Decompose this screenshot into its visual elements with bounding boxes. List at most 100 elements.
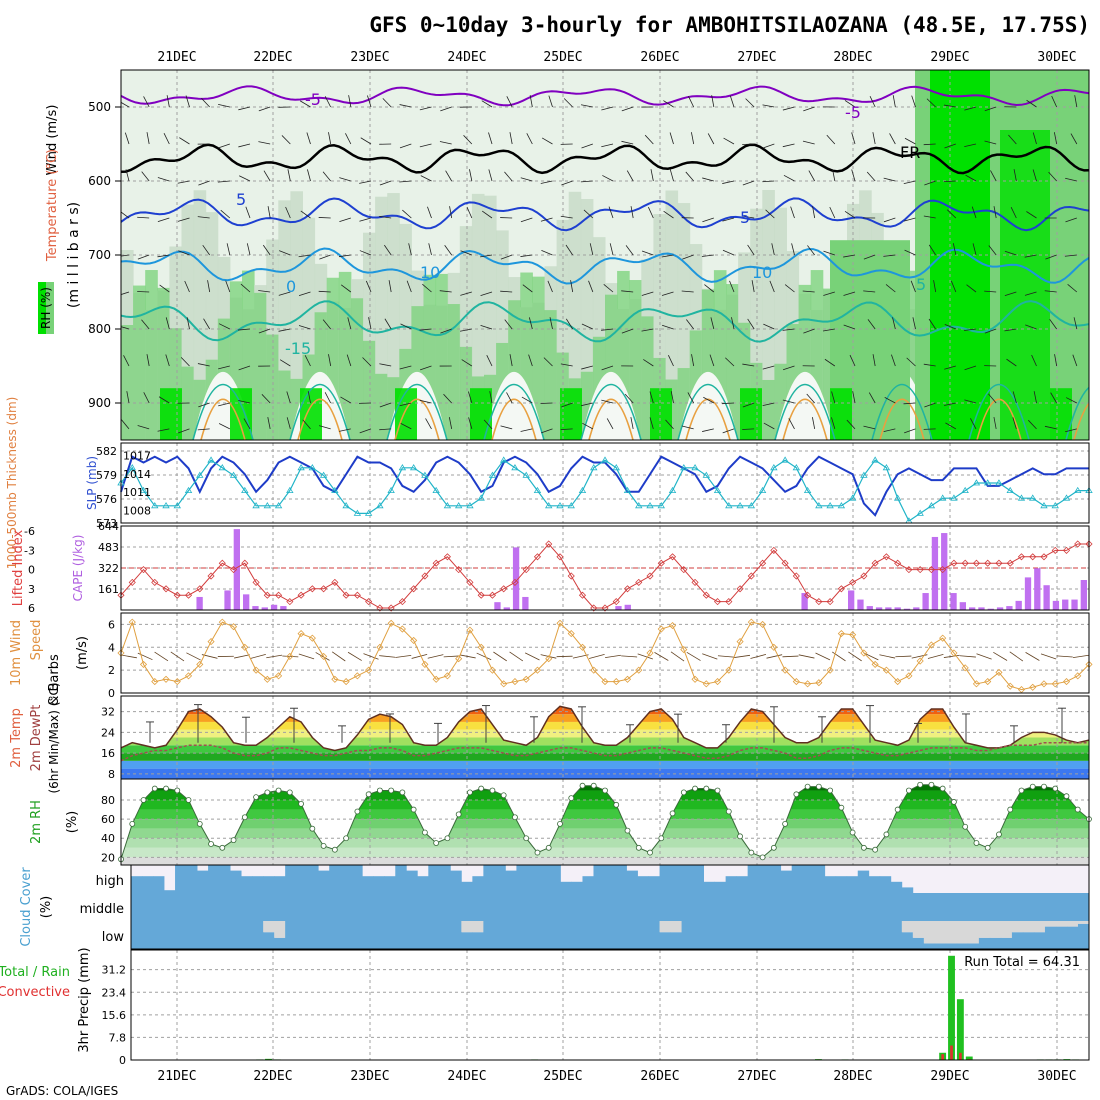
cloud-bar-low bbox=[604, 921, 616, 949]
lifted-index-marker bbox=[612, 598, 620, 606]
upper-wind-barb bbox=[729, 95, 735, 108]
cloud-bar-high bbox=[692, 865, 704, 893]
precip-tick-label: 7.8 bbox=[109, 1031, 127, 1044]
cloud-bar-middle bbox=[846, 893, 859, 921]
upper-wind-barb bbox=[993, 417, 997, 429]
wind-barb bbox=[832, 651, 846, 662]
cloud-bar-middle bbox=[142, 893, 154, 921]
upper-wind-barb bbox=[950, 280, 957, 293]
wind-speed-marker bbox=[612, 678, 620, 686]
cloud-level-label: low bbox=[102, 930, 125, 945]
upper-wind-barb bbox=[928, 244, 937, 256]
cloud-panel-frame bbox=[130, 864, 1090, 950]
wind-tick-label: 0 bbox=[108, 687, 115, 700]
cloud-bar-high bbox=[791, 865, 804, 893]
thickness-marker bbox=[815, 502, 823, 509]
cloud-bar-low bbox=[494, 921, 506, 949]
lifted-index-marker bbox=[342, 591, 350, 599]
upper-wind-barb bbox=[561, 402, 573, 408]
upper-wind-barb bbox=[1012, 391, 1017, 404]
rh-marker bbox=[680, 789, 687, 796]
upper-wind-barb bbox=[729, 280, 735, 293]
cloud-bar-low bbox=[703, 921, 716, 949]
cloud-bar-low bbox=[879, 921, 892, 949]
thickness-marker bbox=[1040, 502, 1048, 509]
rh-marker bbox=[208, 841, 214, 847]
rh-marker bbox=[1041, 783, 1047, 790]
cloud-bar-high bbox=[263, 876, 275, 893]
upper-wind-barb bbox=[440, 328, 452, 334]
cape-bar bbox=[1071, 599, 1078, 610]
wind-speed-marker bbox=[128, 618, 136, 626]
top-date-label: 24DEC bbox=[447, 50, 486, 65]
upper-wind-barb bbox=[641, 250, 654, 256]
wind-speed-marker bbox=[218, 618, 226, 626]
pressure-tick-label: 800 bbox=[88, 322, 111, 336]
upper-wind-barb bbox=[747, 318, 755, 330]
upper-wind-barb bbox=[143, 96, 150, 108]
thickness-marker bbox=[657, 502, 665, 509]
upper-wind-barb bbox=[944, 143, 956, 149]
wind-speed-marker bbox=[792, 678, 800, 686]
pressure-tick-label: 900 bbox=[88, 396, 111, 410]
upper-wind-barb bbox=[923, 215, 936, 219]
upper-wind-barb bbox=[279, 359, 291, 367]
upper-wind-barb bbox=[318, 217, 331, 219]
slp-tick-label: 1017 bbox=[123, 449, 151, 462]
upper-wind-barb bbox=[218, 365, 230, 370]
cloud-bar-middle bbox=[912, 893, 925, 921]
upper-wind-barb bbox=[529, 95, 533, 108]
lifted-index-marker bbox=[1062, 546, 1071, 554]
lifted-cape-panel: -6 -3 0 3 6 644 483 322 161 Lifted Index CAPE (J… bbox=[11, 520, 1093, 615]
upper-wind-barb bbox=[649, 417, 654, 430]
upper-wind-barb bbox=[831, 417, 836, 430]
cloud-bar-high bbox=[879, 876, 892, 893]
wind-barb bbox=[895, 655, 912, 658]
lifted-index-marker bbox=[792, 572, 800, 580]
upper-wind-barb bbox=[328, 354, 332, 367]
cloud-bar-high bbox=[813, 865, 826, 893]
upper-wind-barb bbox=[924, 180, 936, 186]
cloud-bar-high bbox=[197, 870, 209, 893]
upper-wind-barb bbox=[643, 359, 654, 367]
cloud-bar-low bbox=[626, 921, 638, 949]
temp2m-units-label: (6hr Min/Max) (°C) bbox=[47, 682, 61, 793]
upper-wind-barb bbox=[1048, 171, 1057, 182]
wind-speed-marker bbox=[162, 675, 170, 683]
wind-barb bbox=[815, 652, 831, 661]
upper-wind-barb bbox=[867, 319, 876, 330]
cloud-bar-low bbox=[901, 932, 914, 949]
lifted-index-marker bbox=[601, 604, 609, 612]
rh-marker bbox=[478, 785, 485, 792]
cloud-bar-low bbox=[802, 921, 815, 949]
thickness-marker bbox=[499, 456, 508, 463]
upper-wind-barb bbox=[802, 290, 815, 293]
rh-marker bbox=[455, 811, 462, 818]
rh-marker bbox=[692, 785, 698, 792]
upper-wind-barb bbox=[582, 422, 594, 430]
rh-band-dark bbox=[278, 370, 291, 440]
wind-speed-marker bbox=[263, 675, 271, 683]
contour-minus5-upper bbox=[121, 85, 1089, 107]
rh-marker bbox=[568, 795, 575, 802]
upper-wind-barb bbox=[198, 180, 210, 186]
thickness-marker bbox=[207, 456, 215, 463]
wind-barb bbox=[654, 652, 669, 661]
cloud-bar-middle bbox=[791, 893, 804, 921]
upper-wind-barb bbox=[868, 392, 876, 404]
upper-wind-barb bbox=[580, 180, 593, 183]
lifted-index-marker bbox=[353, 591, 361, 599]
rh-marker bbox=[1063, 793, 1070, 800]
upper-wind-barb bbox=[791, 243, 795, 256]
thickness-marker bbox=[488, 471, 497, 478]
wind-speed-marker bbox=[522, 675, 530, 683]
upper-wind-barb bbox=[769, 280, 775, 293]
lifted-index-marker bbox=[972, 559, 981, 567]
cloud-bar-middle bbox=[736, 893, 749, 921]
upper-wind-barb bbox=[520, 217, 533, 223]
upper-wind-barb bbox=[500, 254, 513, 260]
cloud-bar-low bbox=[1011, 932, 1024, 949]
t2m-axis: 32 24 16 8 bbox=[101, 706, 115, 781]
upper-wind-barb bbox=[185, 95, 190, 108]
cloud-bar-middle bbox=[252, 893, 264, 921]
